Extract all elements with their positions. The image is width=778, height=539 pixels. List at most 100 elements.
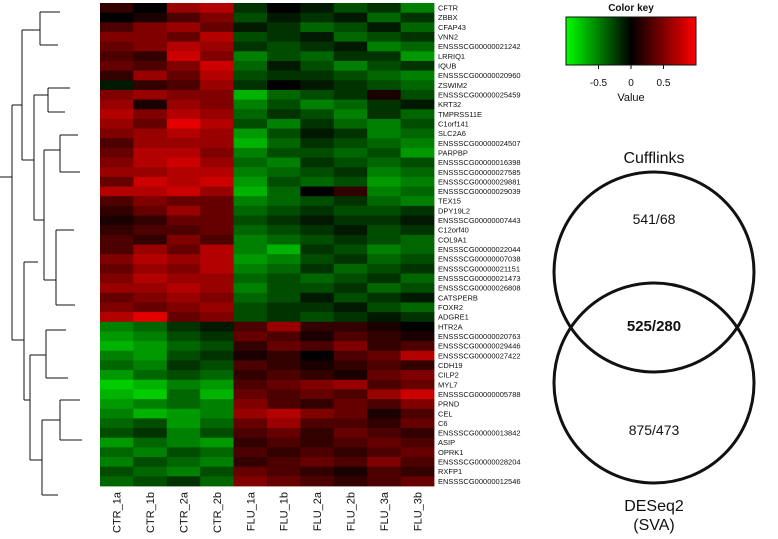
gene-label: C6	[438, 419, 448, 428]
heatmap-cell	[400, 360, 435, 371]
heatmap-cell	[233, 99, 268, 110]
heatmap-cell	[367, 167, 401, 178]
heatmap-cell	[267, 418, 301, 429]
heatmap-cell	[200, 466, 234, 477]
heatmap-cell	[233, 350, 268, 361]
heatmap-cell	[367, 99, 401, 110]
heatmap-cell	[333, 350, 368, 361]
heatmap-cell	[367, 31, 401, 43]
heatmap-cell	[367, 186, 401, 197]
heatmap-cell	[300, 466, 335, 477]
heatmap-cell	[367, 273, 401, 284]
heatmap-cell	[166, 244, 201, 255]
heatmap-cell	[367, 51, 401, 62]
heatmap-cell	[300, 128, 335, 139]
heatmap-cell	[400, 244, 435, 255]
heatmap-cell	[300, 263, 335, 274]
heatmap-cell	[400, 80, 435, 91]
heatmap-cell	[367, 283, 401, 294]
heatmap-cell	[333, 418, 368, 429]
heatmap-cell	[267, 389, 301, 400]
heatmap-cell	[400, 292, 435, 303]
heatmap-cell	[300, 234, 335, 245]
color-key-tick-label: 0.5	[657, 78, 671, 89]
heatmap-cell	[200, 379, 234, 390]
heatmap-cell	[267, 205, 301, 216]
heatmap-cell	[100, 70, 134, 81]
heatmap-cell	[400, 118, 435, 129]
heatmap-cell	[367, 312, 401, 323]
heatmap-cell	[367, 331, 401, 342]
heatmap-cell	[400, 51, 435, 62]
heatmap-cell	[333, 138, 368, 149]
gene-label: ENSSSCG00000028204	[438, 458, 521, 467]
heatmap-cell	[400, 321, 435, 332]
heatmap-cell	[333, 370, 368, 381]
heatmap-cell	[300, 41, 335, 52]
heatmap-cell	[333, 302, 368, 313]
heatmap-cell	[233, 466, 268, 477]
heatmap-cell	[300, 273, 335, 284]
heatmap-cell	[400, 70, 435, 81]
heatmap-cell	[333, 118, 368, 129]
heatmap-cell	[233, 12, 268, 23]
heatmap-cell	[166, 167, 201, 178]
gene-label: C1orf141	[438, 119, 469, 128]
sample-label: FLU_3a	[379, 491, 391, 531]
heatmap-cell	[400, 60, 435, 72]
heatmap-cell	[233, 389, 268, 400]
heatmap-cell	[300, 186, 335, 197]
gene-label: ENSSSCG00000027422	[438, 351, 521, 360]
gene-label: C12orf40	[438, 226, 469, 235]
heatmap-cell	[133, 447, 168, 458]
gene-label: MYL7	[438, 380, 458, 389]
heatmap-cell	[267, 457, 301, 468]
heatmap-cell	[400, 254, 435, 265]
heatmap-cell	[300, 341, 335, 352]
heatmap-cell	[333, 312, 368, 323]
heatmap-cell	[133, 205, 168, 216]
heatmap-cell	[100, 466, 134, 477]
heatmap-cell	[100, 80, 134, 91]
heatmap-cell	[400, 466, 435, 477]
heatmap-cell	[133, 283, 168, 294]
gene-label: CDH19	[438, 361, 463, 370]
heatmap-cell	[166, 89, 201, 100]
heatmap-cell	[333, 331, 368, 342]
sample-label: CTR_2b	[212, 492, 224, 533]
heatmap-cell	[300, 225, 335, 236]
heatmap-cell	[267, 244, 301, 255]
heatmap-cell	[100, 437, 134, 448]
heatmap-cell	[100, 12, 134, 23]
heatmap-cell	[267, 283, 301, 294]
heatmap-cell	[333, 196, 368, 207]
sample-label: CTR_1a	[112, 491, 124, 533]
heatmap-cell	[133, 418, 168, 429]
heatmap-cell	[166, 109, 201, 120]
gene-label: ENSSSCG00000029446	[438, 342, 521, 351]
heatmap-cell	[367, 118, 401, 129]
heatmap-cell	[300, 244, 335, 255]
sample-labels: CTR_1a CTR_1b CTR_2a CTR_2b FLU_1a FLU_1b FLU_…	[112, 491, 425, 533]
heatmap-cell	[300, 109, 335, 120]
heatmap-cell	[267, 273, 301, 284]
heatmap-cell	[333, 273, 368, 284]
heatmap-cell	[333, 22, 368, 33]
gene-label: COL9A1	[438, 235, 467, 244]
heatmap-cell	[100, 118, 134, 129]
heatmap-cell	[233, 457, 268, 468]
heatmap-cell	[267, 350, 301, 361]
gene-label: HTR2A	[438, 322, 463, 331]
heatmap-cell	[200, 254, 234, 265]
heatmap-cell	[267, 196, 301, 207]
gene-label: ENSSSCG00000027585	[438, 168, 521, 177]
heatmap-cell	[166, 205, 201, 216]
heatmap-cell	[367, 234, 401, 245]
heatmap-cell	[333, 341, 368, 352]
heatmap-cell	[400, 418, 435, 429]
heatmap-cell	[166, 22, 201, 33]
heatmap-cell	[166, 428, 201, 439]
heatmap-cell	[133, 457, 168, 468]
heatmap-cell	[166, 273, 201, 284]
